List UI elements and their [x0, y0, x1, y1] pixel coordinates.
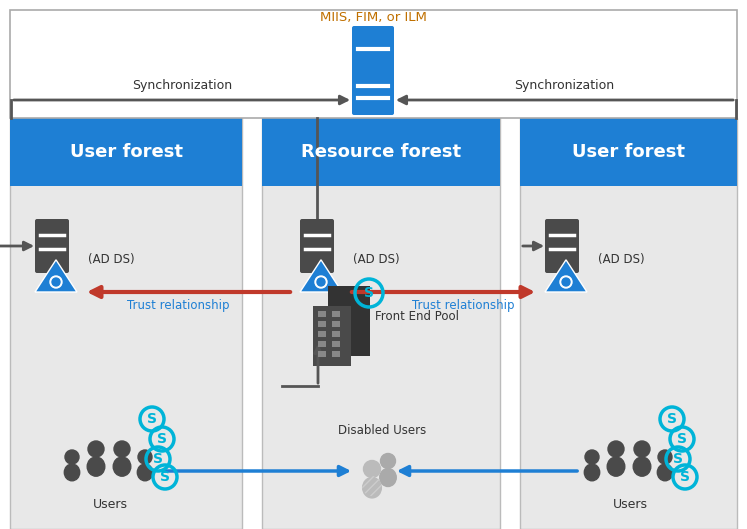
Ellipse shape — [114, 457, 131, 476]
Ellipse shape — [379, 469, 396, 487]
Text: Trust relationship: Trust relationship — [412, 299, 514, 313]
Text: (AD DS): (AD DS) — [598, 253, 645, 267]
Circle shape — [585, 450, 599, 464]
Circle shape — [380, 453, 395, 469]
Text: (AD DS): (AD DS) — [353, 253, 400, 267]
Bar — [313, 306, 351, 366]
Polygon shape — [300, 260, 342, 292]
Text: User forest: User forest — [69, 143, 182, 161]
FancyBboxPatch shape — [300, 219, 334, 273]
Ellipse shape — [87, 457, 105, 476]
Circle shape — [50, 276, 62, 288]
Text: S: S — [153, 452, 163, 466]
Bar — [318, 321, 326, 327]
Text: S: S — [673, 452, 683, 466]
Polygon shape — [545, 260, 587, 292]
Circle shape — [138, 450, 152, 464]
Text: Trust relationship: Trust relationship — [127, 299, 229, 313]
Ellipse shape — [362, 478, 382, 498]
FancyBboxPatch shape — [545, 219, 579, 273]
Circle shape — [658, 450, 672, 464]
Circle shape — [608, 441, 624, 457]
Bar — [318, 331, 326, 337]
Bar — [10, 118, 242, 186]
Text: MIIS, FIM, or ILM: MIIS, FIM, or ILM — [320, 12, 427, 24]
Text: User forest: User forest — [572, 143, 685, 161]
Text: S: S — [160, 470, 170, 484]
Text: S: S — [364, 286, 374, 300]
Circle shape — [562, 278, 570, 286]
Text: Synchronization: Synchronization — [514, 79, 614, 93]
FancyBboxPatch shape — [352, 26, 394, 115]
Text: Users: Users — [613, 497, 648, 510]
Ellipse shape — [137, 464, 152, 481]
Bar — [318, 311, 326, 317]
Circle shape — [65, 450, 79, 464]
Bar — [332, 351, 340, 357]
Bar — [10, 118, 242, 529]
Text: Synchronization: Synchronization — [132, 79, 232, 93]
Text: Front End Pool: Front End Pool — [375, 309, 459, 323]
Text: (AD DS): (AD DS) — [88, 253, 134, 267]
Ellipse shape — [633, 457, 651, 476]
Bar — [10, 10, 737, 118]
Bar — [318, 341, 326, 347]
Circle shape — [88, 441, 104, 457]
Bar — [318, 351, 326, 357]
Circle shape — [315, 276, 327, 288]
Ellipse shape — [607, 457, 624, 476]
Bar — [262, 118, 500, 186]
Bar — [520, 118, 737, 186]
Text: Disabled Users: Disabled Users — [338, 424, 426, 437]
Ellipse shape — [657, 464, 673, 481]
Bar — [520, 118, 737, 529]
Circle shape — [364, 461, 380, 478]
Bar — [332, 331, 340, 337]
Circle shape — [634, 441, 650, 457]
Text: S: S — [157, 432, 167, 446]
Text: Users: Users — [93, 497, 128, 510]
Polygon shape — [35, 260, 77, 292]
Circle shape — [114, 441, 130, 457]
Circle shape — [560, 276, 572, 288]
Circle shape — [317, 278, 325, 286]
FancyBboxPatch shape — [35, 219, 69, 273]
Text: S: S — [147, 412, 157, 426]
Bar — [332, 311, 340, 317]
Ellipse shape — [584, 464, 600, 481]
Circle shape — [52, 278, 60, 286]
Text: Resource forest: Resource forest — [301, 143, 461, 161]
Bar — [332, 341, 340, 347]
Bar — [328, 286, 370, 356]
Bar — [262, 118, 500, 529]
Text: S: S — [677, 432, 687, 446]
Ellipse shape — [64, 464, 80, 481]
Text: S: S — [667, 412, 677, 426]
Text: S: S — [680, 470, 690, 484]
Bar — [332, 321, 340, 327]
